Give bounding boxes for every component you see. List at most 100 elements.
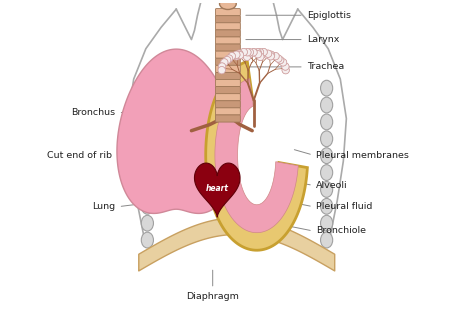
Circle shape bbox=[264, 51, 271, 59]
Circle shape bbox=[219, 63, 226, 70]
Circle shape bbox=[260, 48, 267, 56]
Circle shape bbox=[226, 55, 233, 62]
Ellipse shape bbox=[320, 80, 333, 96]
Circle shape bbox=[224, 56, 231, 64]
Circle shape bbox=[256, 49, 264, 56]
Circle shape bbox=[246, 51, 253, 58]
Circle shape bbox=[228, 52, 236, 60]
FancyBboxPatch shape bbox=[215, 65, 240, 73]
Polygon shape bbox=[215, 78, 298, 233]
Circle shape bbox=[267, 53, 274, 60]
Ellipse shape bbox=[320, 131, 333, 147]
Text: Larynx: Larynx bbox=[307, 35, 339, 44]
Ellipse shape bbox=[141, 182, 154, 197]
Ellipse shape bbox=[320, 198, 333, 214]
Ellipse shape bbox=[320, 114, 333, 130]
Text: Lung: Lung bbox=[92, 202, 116, 211]
Circle shape bbox=[272, 52, 279, 60]
Circle shape bbox=[250, 49, 257, 56]
FancyBboxPatch shape bbox=[215, 115, 240, 122]
FancyBboxPatch shape bbox=[215, 30, 240, 37]
Circle shape bbox=[233, 51, 240, 58]
Ellipse shape bbox=[320, 165, 333, 180]
Circle shape bbox=[267, 53, 274, 60]
Circle shape bbox=[226, 55, 233, 62]
Text: Pleural fluid: Pleural fluid bbox=[316, 202, 373, 211]
Circle shape bbox=[264, 50, 272, 57]
Circle shape bbox=[228, 52, 236, 60]
Circle shape bbox=[254, 49, 261, 56]
Circle shape bbox=[250, 49, 257, 56]
Ellipse shape bbox=[320, 97, 333, 113]
Text: Diaphragm: Diaphragm bbox=[186, 292, 239, 301]
Text: Bronchiole: Bronchiole bbox=[316, 226, 366, 236]
Text: Pleural membranes: Pleural membranes bbox=[316, 150, 409, 160]
Polygon shape bbox=[194, 163, 240, 217]
Circle shape bbox=[244, 49, 251, 56]
FancyBboxPatch shape bbox=[215, 9, 240, 16]
FancyBboxPatch shape bbox=[215, 73, 240, 80]
Ellipse shape bbox=[141, 198, 154, 214]
Circle shape bbox=[246, 49, 254, 56]
Circle shape bbox=[224, 56, 231, 64]
Circle shape bbox=[240, 48, 247, 56]
Circle shape bbox=[233, 51, 240, 58]
Circle shape bbox=[257, 53, 264, 60]
Polygon shape bbox=[206, 61, 307, 250]
FancyBboxPatch shape bbox=[215, 51, 240, 58]
Ellipse shape bbox=[141, 131, 154, 147]
Circle shape bbox=[221, 59, 228, 66]
Circle shape bbox=[237, 51, 244, 59]
Ellipse shape bbox=[320, 232, 333, 248]
Circle shape bbox=[282, 63, 289, 70]
Circle shape bbox=[218, 67, 225, 74]
Circle shape bbox=[250, 49, 257, 56]
Circle shape bbox=[275, 55, 282, 62]
FancyBboxPatch shape bbox=[215, 108, 240, 115]
Circle shape bbox=[236, 50, 243, 57]
Ellipse shape bbox=[141, 232, 154, 248]
FancyBboxPatch shape bbox=[215, 58, 240, 65]
FancyBboxPatch shape bbox=[215, 94, 240, 101]
Text: Trachea: Trachea bbox=[307, 62, 344, 71]
Circle shape bbox=[254, 51, 262, 58]
Polygon shape bbox=[117, 49, 236, 213]
Circle shape bbox=[276, 56, 284, 64]
Circle shape bbox=[233, 53, 240, 60]
FancyBboxPatch shape bbox=[215, 44, 240, 51]
Circle shape bbox=[244, 49, 251, 56]
Text: Cut end of rib: Cut end of rib bbox=[47, 150, 112, 160]
FancyBboxPatch shape bbox=[215, 16, 240, 23]
Circle shape bbox=[233, 53, 240, 60]
Ellipse shape bbox=[141, 97, 154, 113]
Ellipse shape bbox=[141, 215, 154, 231]
Ellipse shape bbox=[141, 165, 154, 180]
Circle shape bbox=[254, 49, 261, 56]
Circle shape bbox=[267, 51, 275, 58]
Circle shape bbox=[218, 67, 225, 74]
Text: Alveoli: Alveoli bbox=[316, 181, 347, 190]
Circle shape bbox=[250, 49, 257, 56]
Circle shape bbox=[267, 51, 275, 58]
Ellipse shape bbox=[141, 80, 154, 96]
Circle shape bbox=[260, 48, 267, 56]
FancyBboxPatch shape bbox=[215, 101, 240, 108]
Circle shape bbox=[272, 52, 279, 60]
Circle shape bbox=[275, 55, 282, 62]
Ellipse shape bbox=[320, 182, 333, 197]
Circle shape bbox=[237, 51, 244, 59]
Text: Epiglottis: Epiglottis bbox=[307, 11, 351, 20]
Circle shape bbox=[282, 67, 289, 74]
Circle shape bbox=[264, 51, 271, 59]
FancyBboxPatch shape bbox=[215, 86, 240, 94]
Circle shape bbox=[276, 56, 284, 64]
Circle shape bbox=[221, 59, 228, 66]
Circle shape bbox=[254, 51, 262, 58]
FancyBboxPatch shape bbox=[215, 37, 240, 44]
Text: heart: heart bbox=[206, 184, 229, 193]
Circle shape bbox=[282, 67, 289, 74]
Circle shape bbox=[244, 53, 251, 60]
FancyBboxPatch shape bbox=[215, 23, 240, 30]
Ellipse shape bbox=[141, 148, 154, 164]
Circle shape bbox=[236, 50, 243, 57]
